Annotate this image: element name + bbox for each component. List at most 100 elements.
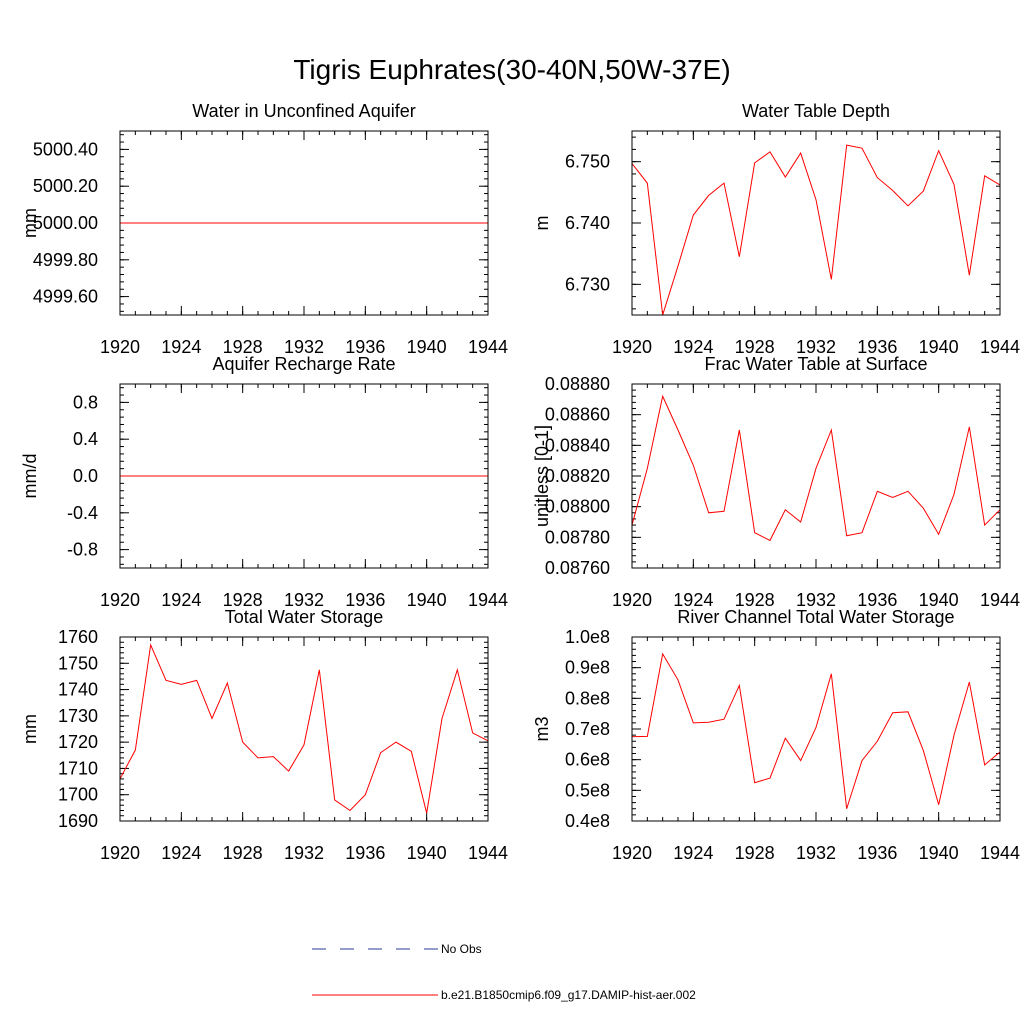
x-tick-label: 1920 [612, 337, 652, 357]
y-axis-label: mm [20, 208, 40, 238]
y-tick-label: 1710 [58, 758, 98, 778]
y-axis-label: m [532, 216, 552, 231]
x-tick-label: 1932 [796, 843, 836, 863]
series-line [632, 144, 1000, 315]
y-tick-label: -0.8 [67, 540, 98, 560]
series-line [120, 643, 488, 814]
y-tick-label: 0.0 [73, 466, 98, 486]
panel-title: Water in Unconfined Aquifer [192, 101, 415, 121]
y-tick-label: 0.6e8 [565, 750, 610, 770]
x-tick-label: 1920 [612, 843, 652, 863]
panel-aquifer-recharge-rate: Aquifer Recharge Rate mm/d 1920 1924 1928 193… [20, 354, 508, 610]
y-tick-label: 1.0e8 [565, 627, 610, 647]
x-tick-label: 1932 [284, 590, 324, 610]
x-tick-label: 1928 [223, 843, 263, 863]
x-tick-label: 1936 [857, 590, 897, 610]
y-tick-label: 0.8 [73, 392, 98, 412]
panel-title: Aquifer Recharge Rate [212, 354, 395, 374]
y-tick-label: 5000.40 [33, 139, 98, 159]
series-line [632, 394, 1000, 542]
panel-title: Water Table Depth [742, 101, 890, 121]
plot-frame [119, 636, 489, 822]
y-tick-label: 1750 [58, 653, 98, 673]
x-tick-label: 1932 [284, 843, 324, 863]
x-tick-label: 1932 [796, 337, 836, 357]
y-tick-label: 1740 [58, 680, 98, 700]
y-tick-label: 6.750 [565, 152, 610, 172]
x-tick-label: 1928 [223, 337, 263, 357]
x-tick-label: 1920 [100, 337, 140, 357]
y-tick-label: 1690 [58, 811, 98, 831]
x-tick-label: 1936 [857, 337, 897, 357]
y-tick-label: 0.08780 [545, 527, 610, 547]
plot-frame [119, 130, 489, 316]
series-line [632, 652, 1000, 809]
panel-river-channel-total-water-storage: River Channel Total Water Storage m3 1920 1… [532, 607, 1020, 863]
plot-frame [631, 636, 1001, 822]
x-tick-label: 1944 [980, 590, 1020, 610]
x-tick-label: 1940 [919, 337, 959, 357]
panel-title: Frac Water Table at Surface [704, 354, 927, 374]
y-tick-label: 0.5e8 [565, 780, 610, 800]
x-tick-label: 1944 [468, 590, 508, 610]
y-tick-label: 0.08880 [545, 374, 610, 394]
y-tick-label: 1720 [58, 732, 98, 752]
x-tick-label: 1924 [161, 590, 201, 610]
y-axis-label: m3 [532, 716, 552, 741]
y-axis-label: mm [20, 714, 40, 744]
x-tick-label: 1928 [735, 337, 775, 357]
y-axis-label: unitless [0-1] [532, 425, 552, 527]
x-tick-label: 1928 [735, 590, 775, 610]
panel-title: River Channel Total Water Storage [677, 607, 954, 627]
x-tick-label: 1936 [345, 590, 385, 610]
y-tick-label: 6.740 [565, 213, 610, 233]
panel-water-in-unconfined-aquifer: Water in Unconfined Aquifer mm 1920 1924 192… [20, 101, 508, 357]
y-tick-label: 0.9e8 [565, 658, 610, 678]
x-tick-label: 1932 [284, 337, 324, 357]
legend-label-model: b.e21.B1850cmip6.f09_g17.DAMIP-hist-aer.… [441, 988, 696, 1002]
x-tick-label: 1924 [161, 337, 201, 357]
x-tick-label: 1924 [673, 337, 713, 357]
y-axis-label: mm/d [20, 454, 40, 499]
y-tick-label: 1730 [58, 706, 98, 726]
panel-frac-water-table-at-surface: Frac Water Table at Surface unitless [0-1… [532, 354, 1020, 610]
x-tick-label: 1928 [735, 843, 775, 863]
panel-water-table-depth: Water Table Depth m 1920 1924 1928 1932 1936 19… [532, 101, 1020, 357]
x-tick-label: 1944 [468, 337, 508, 357]
x-tick-label: 1924 [673, 590, 713, 610]
y-tick-label: 0.08760 [545, 558, 610, 578]
y-tick-label: 0.08840 [545, 435, 610, 455]
y-tick-label: 4999.80 [33, 250, 98, 270]
x-tick-label: 1936 [345, 337, 385, 357]
x-tick-label: 1936 [345, 843, 385, 863]
chart-panels: Water in Unconfined Aquifer mm 1920 1924 192… [20, 101, 1020, 863]
y-tick-label: 0.4e8 [565, 811, 610, 831]
y-tick-label: 5000.00 [33, 213, 98, 233]
x-tick-label: 1928 [223, 590, 263, 610]
y-tick-label: 1700 [58, 785, 98, 805]
y-tick-label: 0.08860 [545, 405, 610, 425]
x-tick-label: 1936 [857, 843, 897, 863]
y-tick-label: 6.730 [565, 274, 610, 294]
y-tick-label: -0.4 [67, 503, 98, 523]
y-tick-label: 0.8e8 [565, 688, 610, 708]
y-tick-label: 5000.20 [33, 176, 98, 196]
legend-label-obs: No Obs [441, 942, 482, 956]
x-tick-label: 1940 [407, 337, 447, 357]
x-tick-label: 1924 [161, 843, 201, 863]
plot-frame [631, 130, 1001, 316]
x-tick-label: 1940 [919, 590, 959, 610]
chart-legend: No Obs b.e21.B1850cmip6.f09_g17.DAMIP-hi… [312, 942, 696, 1002]
x-tick-label: 1940 [407, 843, 447, 863]
x-tick-label: 1924 [673, 843, 713, 863]
y-tick-label: 0.4 [73, 429, 98, 449]
y-tick-label: 0.08800 [545, 497, 610, 517]
x-tick-label: 1944 [980, 337, 1020, 357]
x-tick-label: 1920 [100, 843, 140, 863]
x-tick-label: 1944 [468, 843, 508, 863]
plot-frame [631, 383, 1001, 569]
x-tick-label: 1932 [796, 590, 836, 610]
plot-frame [119, 383, 489, 569]
panel-total-water-storage: Total Water Storage mm 1920 1924 1928 1932 193… [20, 607, 508, 863]
